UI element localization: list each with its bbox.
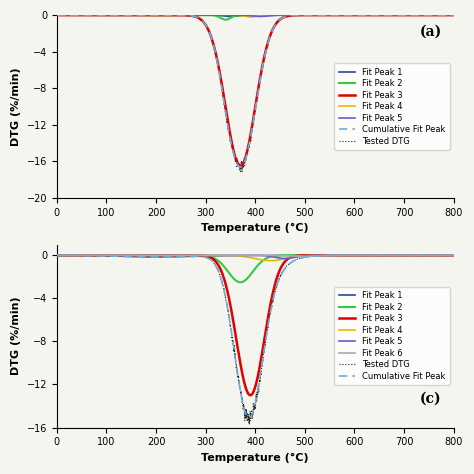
Y-axis label: DTG (%/min): DTG (%/min): [11, 67, 21, 146]
Legend: Fit Peak 1, Fit Peak 2, Fit Peak 3, Fit Peak 4, Fit Peak 5, Fit Peak 6, Tested D: Fit Peak 1, Fit Peak 2, Fit Peak 3, Fit …: [335, 287, 449, 385]
Text: (c): (c): [420, 392, 442, 406]
Legend: Fit Peak 1, Fit Peak 2, Fit Peak 3, Fit Peak 4, Fit Peak 5, Cumulative Fit Peak,: Fit Peak 1, Fit Peak 2, Fit Peak 3, Fit …: [335, 64, 449, 150]
Text: (a): (a): [419, 24, 442, 38]
X-axis label: Temperature (°C): Temperature (°C): [201, 453, 309, 463]
X-axis label: Temperature (°C): Temperature (°C): [201, 223, 309, 233]
Y-axis label: DTG (%/min): DTG (%/min): [11, 297, 21, 375]
